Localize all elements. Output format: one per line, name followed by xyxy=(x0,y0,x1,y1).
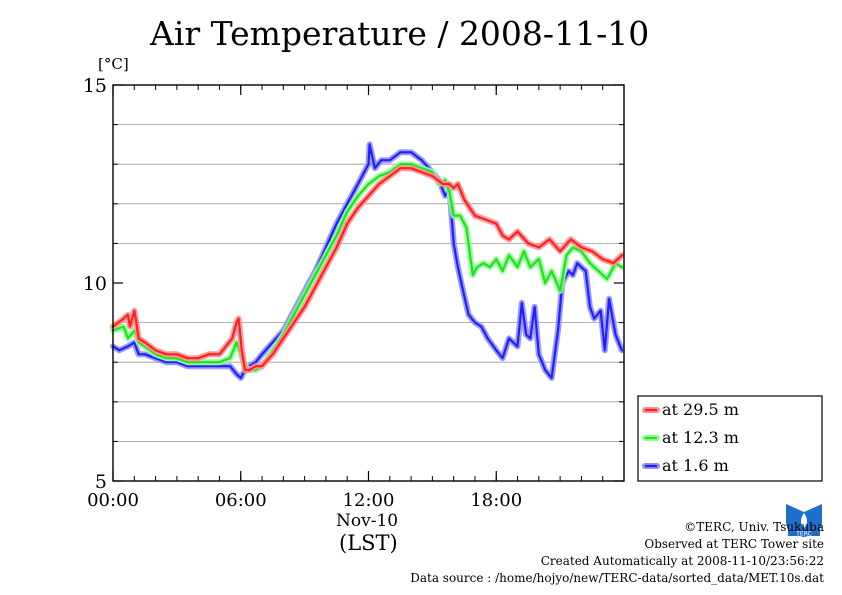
y-tick-label: 15 xyxy=(83,75,107,97)
legend-label: at 1.6 m xyxy=(662,456,729,475)
y-tick-label: 10 xyxy=(83,273,107,295)
x-tick-label: 18:00 xyxy=(470,490,522,511)
x-axis-timezone-label: (LST) xyxy=(339,531,398,555)
x-axis-date-label: Nov-10 xyxy=(336,511,399,531)
series-line xyxy=(111,163,624,372)
terc-logo-icon: TERC xyxy=(786,504,822,538)
credit-copyright: ©TERC, Univ. Tsukuba xyxy=(684,520,824,534)
credits-block: ©TERC, Univ. Tsukuba Observed at TERC To… xyxy=(410,519,824,587)
plot-frame xyxy=(112,84,625,482)
legend-label: at 29.5 m xyxy=(662,400,739,419)
y-tick-label: 5 xyxy=(95,471,107,493)
x-tick-label: 12:00 xyxy=(343,490,395,511)
credit-source: Data source : /home/hojyo/new/TERC-data/… xyxy=(410,571,824,585)
legend-label: at 12.3 m xyxy=(662,428,739,447)
credit-site: Observed at TERC Tower site xyxy=(644,537,824,551)
series-glow-line xyxy=(110,141,625,381)
legend-box xyxy=(637,395,823,482)
chart-title: Air Temperature / 2008-11-10 xyxy=(150,14,650,53)
y-unit-label: [°C] xyxy=(98,55,129,73)
terc-logo-text: TERC xyxy=(795,531,812,538)
credit-created: Created Automatically at 2008-11-10/23:5… xyxy=(540,554,824,568)
x-tick-label: 00:00 xyxy=(87,490,139,511)
series-line xyxy=(111,167,624,372)
x-tick-label: 06:00 xyxy=(215,490,267,511)
series-line xyxy=(111,143,624,380)
